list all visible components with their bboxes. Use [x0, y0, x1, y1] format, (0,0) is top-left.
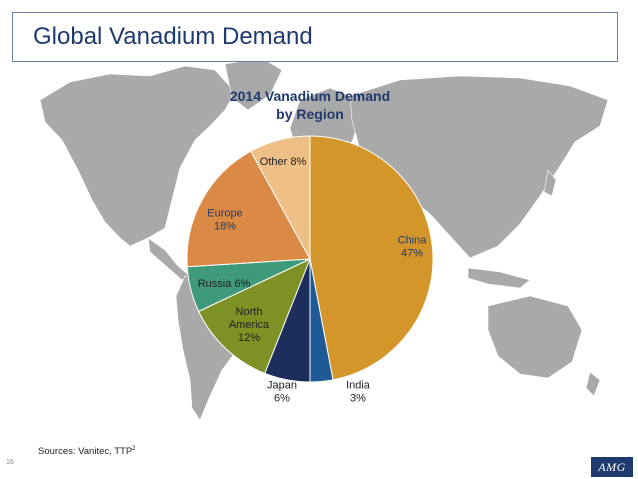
- slice-label-line: 6%: [274, 393, 290, 405]
- title-box: Global Vanadium Demand: [12, 12, 618, 62]
- slice-label-north-america: North America 12%: [229, 306, 270, 344]
- pie-slice-europe: [186, 150, 311, 268]
- chart-title: 2014 Vanadium Demand by Region: [230, 88, 390, 122]
- page-title: Global Vanadium Demand: [33, 23, 313, 50]
- map-indonesia: [467, 267, 531, 289]
- map-north-america: [39, 65, 236, 247]
- slice-label-other: Other 8%: [260, 156, 307, 168]
- sources-note: Sources: Vanitec, TTP2: [38, 446, 136, 457]
- chart-title-line: 2014 Vanadium Demand: [230, 88, 390, 104]
- sources-footnote: 2: [132, 446, 136, 452]
- slice-label-line: Russia 6%: [198, 278, 251, 290]
- slice-label-line: Japan: [267, 380, 297, 392]
- slice-label-line: Europe: [207, 208, 242, 220]
- slice-label-line: America: [229, 319, 270, 331]
- slice-label-line: 47%: [401, 248, 423, 260]
- slice-label-line: 12%: [238, 332, 260, 344]
- slice-label-line: 18%: [214, 221, 236, 233]
- page-number: 16: [6, 459, 14, 466]
- amg-logo: AMG: [591, 457, 633, 477]
- map-australia: [487, 295, 583, 379]
- pie-slice-other: [250, 135, 311, 260]
- sources-text: Sources: Vanitec, TTP: [38, 446, 133, 458]
- chart-title-line: by Region: [276, 106, 344, 122]
- slice-label-line: Other 8%: [260, 156, 307, 168]
- pie-slice-china: [309, 135, 434, 381]
- map-japan: [543, 169, 557, 197]
- slice-label-china: China 47%: [398, 235, 428, 260]
- map-new-zealand: [585, 371, 601, 397]
- slice-label-line: 3%: [350, 393, 366, 405]
- slice-label-line: India: [346, 380, 371, 392]
- slice-label-india: India 3%: [346, 380, 371, 405]
- slice-label-japan: Japan 6%: [267, 380, 297, 405]
- slice-label-russia: Russia 6%: [198, 278, 251, 290]
- slice-label-europe: Europe 18%: [207, 208, 242, 233]
- pie-slice-north-america: [198, 258, 311, 375]
- slice-label-line: China: [398, 235, 428, 247]
- slice-label-line: North: [236, 306, 263, 318]
